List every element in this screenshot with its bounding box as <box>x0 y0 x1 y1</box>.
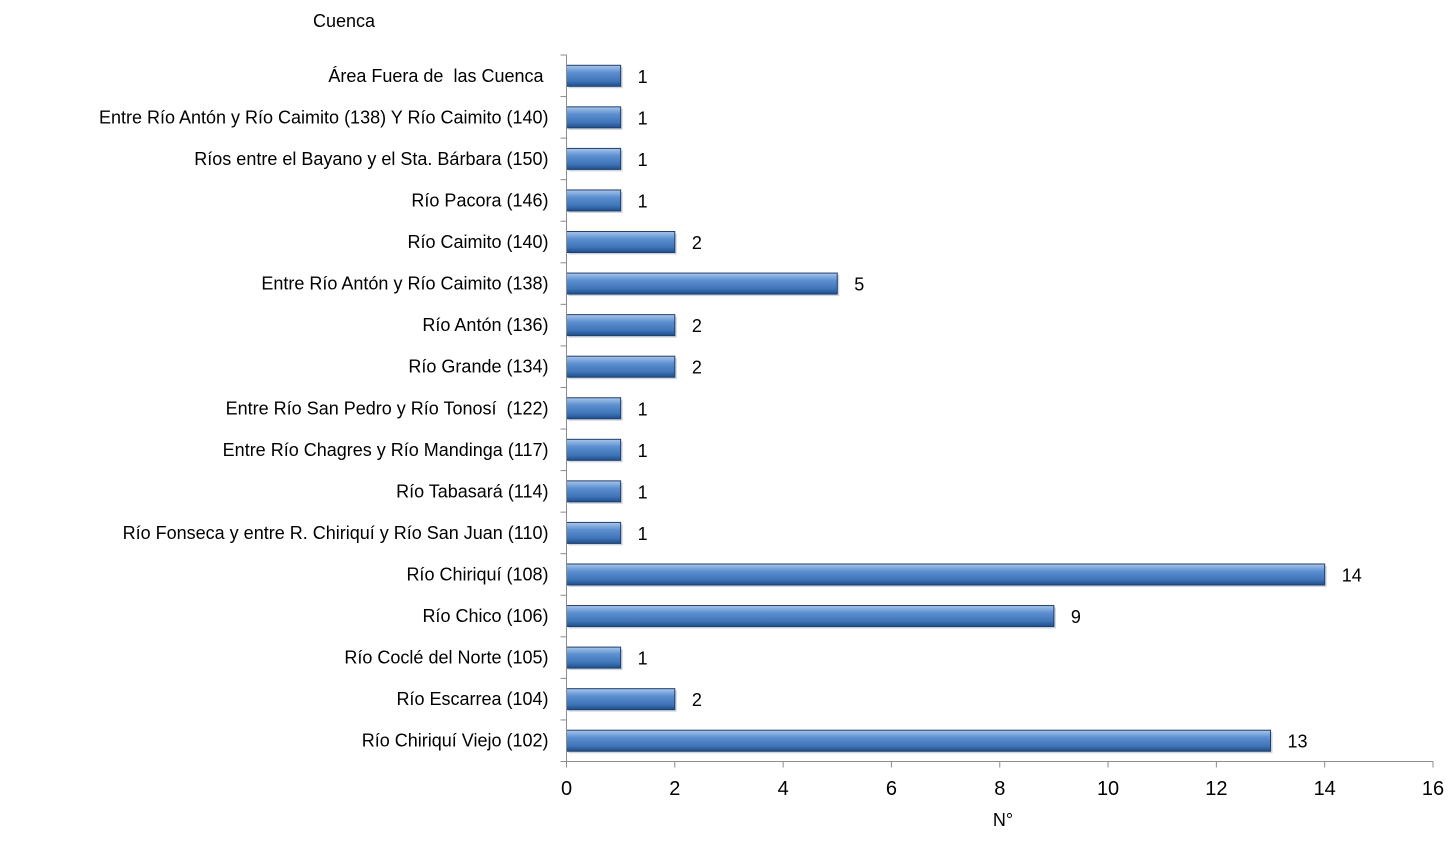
x-tick-label: 2 <box>669 778 680 800</box>
bar <box>566 314 676 337</box>
category-label: Río Escarrea (104) <box>396 689 548 709</box>
x-tick-label: 16 <box>1422 778 1444 800</box>
data-label: 1 <box>638 482 648 502</box>
x-tick-label: 12 <box>1205 778 1227 800</box>
x-tick-label: 4 <box>778 778 789 800</box>
data-label: 1 <box>638 150 648 170</box>
bars-group: Río Chiriquí Viejo (102) 13 Río Escarrea (… <box>99 64 1362 754</box>
x-axis-title: N° <box>993 810 1013 830</box>
data-label: 1 <box>638 108 648 128</box>
bar <box>566 231 676 254</box>
category-label: Ríos entre el Bayano y el Sta. Bárbara (… <box>194 149 548 169</box>
x-tick-label: 0 <box>561 778 572 800</box>
bar <box>566 480 622 503</box>
x-tick-label: 6 <box>886 778 897 800</box>
bar <box>566 563 1326 586</box>
data-label: 1 <box>638 399 648 419</box>
x-tick-label: 14 <box>1314 778 1336 800</box>
bar <box>566 272 838 295</box>
data-label: 9 <box>1071 607 1081 627</box>
data-label: 1 <box>638 524 648 544</box>
x-tick-label: 10 <box>1097 778 1119 800</box>
category-label: Río Grande (134) <box>408 357 548 377</box>
bar <box>566 147 622 170</box>
data-label: 2 <box>692 358 702 378</box>
bar <box>566 521 622 544</box>
category-label: Río Antón (136) <box>422 315 548 335</box>
bar <box>566 106 622 129</box>
bar <box>566 688 676 711</box>
category-label: Río Pacora (146) <box>411 190 548 210</box>
data-label: 5 <box>854 275 864 295</box>
bar <box>566 729 1272 752</box>
data-label: 1 <box>638 191 648 211</box>
category-label: Río Chiriquí (108) <box>406 564 548 584</box>
data-label: 1 <box>638 441 648 461</box>
bar <box>566 605 1055 628</box>
bar <box>566 189 622 212</box>
data-label: 13 <box>1288 732 1308 752</box>
category-label: Entre Río Antón y Río Caimito (138) Y Rí… <box>99 107 549 127</box>
data-label: 2 <box>692 233 702 253</box>
data-label: 2 <box>692 690 702 710</box>
category-label: Río Tabasará (114) <box>396 481 548 501</box>
data-label: 1 <box>638 649 648 669</box>
category-label: Entre Río Chagres y Río Mandinga (117) <box>223 440 549 460</box>
category-label: Río Caimito (140) <box>407 232 548 252</box>
category-label: Río Chiriquí Viejo (102) <box>362 731 549 751</box>
axes-group: 0 2 4 6 8 10 12 14 16 <box>560 54 1444 800</box>
bar <box>566 397 622 420</box>
category-label: Río Chico (106) <box>422 606 548 626</box>
category-label: Río Coclé del Norte (105) <box>344 648 548 668</box>
category-label: Área Fuera de las Cuenca <box>328 66 548 86</box>
bar <box>566 64 622 87</box>
bar <box>566 646 622 669</box>
category-label: Entre Río San Pedro y Río Tonosí (122) <box>226 398 549 418</box>
bar <box>566 355 676 378</box>
category-label: Río Fonseca y entre R. Chiriquí y Río Sa… <box>123 523 549 543</box>
y-axis-title: Cuenca <box>313 11 376 31</box>
data-label: 2 <box>692 316 702 336</box>
data-label: 1 <box>638 67 648 87</box>
category-label: Entre Río Antón y Río Caimito (138) <box>261 274 548 294</box>
x-tick-label: 8 <box>994 778 1005 800</box>
bar <box>566 438 622 461</box>
data-label: 14 <box>1342 565 1362 585</box>
